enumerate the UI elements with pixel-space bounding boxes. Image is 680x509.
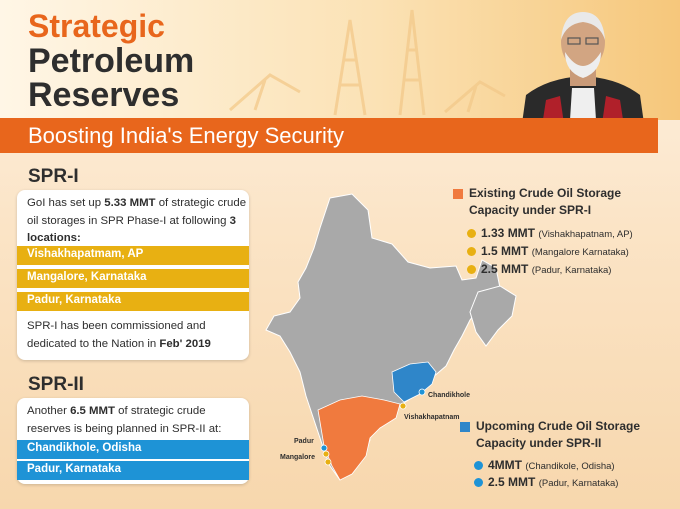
legend-upcoming-amount-1: 4MMT: [488, 458, 522, 472]
spr1-location-vishakhapatnam: Vishakhapatmam, AP: [17, 246, 249, 265]
legend-upcoming-swatch: [460, 422, 470, 432]
marker-padur-upcoming: [320, 444, 328, 452]
legend-existing-heading-line2: Capacity under SPR-I: [469, 203, 592, 218]
legend-existing-heading: Existing Crude Oil Storage Capacity unde…: [469, 185, 621, 220]
legend-existing-amount-2: 1.5 MMT: [481, 244, 529, 258]
spr2-location-padur: Padur, Karnataka: [17, 461, 249, 480]
spr1-count: 3 locations:: [27, 214, 236, 245]
map-northeast-grey: [469, 285, 517, 347]
spr1-note-text: SPR-I has been commissioned and dedicate…: [27, 320, 206, 350]
spr1-location-padur: Padur, Karnataka: [17, 292, 249, 311]
spr1-intro-text-2: of strategic crude oil storages in SPR P…: [27, 197, 247, 227]
marker-vishakhapatnam: [399, 402, 407, 410]
legend-upcoming-place-2: (Padur, Karnataka): [538, 478, 619, 489]
map-label-mangalore: Mangalore: [280, 454, 316, 461]
yellow-dot-icon: [467, 229, 476, 238]
marker-padur-existing: [322, 450, 330, 458]
legend-existing-amount-1: 1.33 MMT: [481, 226, 536, 240]
map-label-vishakhapatnam: Vishakhapatnam: [404, 414, 460, 421]
spr2-location-chandikhole: Chandikhole, Odisha: [17, 440, 249, 459]
yellow-dot-icon: [467, 247, 476, 256]
legend-upcoming-heading: Upcoming Crude Oil Storage Capacity unde…: [476, 418, 640, 453]
map-label-padur: Padur: [294, 438, 314, 445]
spr1-amount: 5.33 MMT: [104, 197, 156, 209]
page-title-line2: Petroleum: [28, 42, 195, 80]
legend-upcoming-heading-line1: Upcoming Crude Oil Storage: [476, 419, 641, 433]
blue-dot-icon: [474, 478, 483, 487]
legend-existing-heading-line1: Existing Crude Oil Storage: [469, 186, 622, 200]
page-title-line1: Strategic: [28, 8, 165, 44]
map-southern-states-orange: [317, 395, 401, 481]
legend-existing-item-2: 1.5 MMT (Mangalore Karnataka): [467, 244, 629, 258]
map-label-chandikhole: Chandikhole: [428, 392, 471, 399]
spr1-location-mangalore: Mangalore, Karnataka: [17, 269, 249, 288]
legend-upcoming-item-2: 2.5 MMT (Padur, Karnataka): [474, 475, 618, 489]
marker-chandikhole: [418, 388, 426, 396]
legend-existing-item-3: 2.5 MMT (Padur, Karnataka): [467, 262, 611, 276]
legend-existing-place-3: (Padur, Karnataka): [531, 265, 612, 276]
spr1-intro: GoI has set up 5.33 MMT of strategic cru…: [27, 195, 249, 248]
oil-rig-background-icon: [229, 9, 506, 116]
legend-existing-place-1: (Vishakhapatnam, AP): [538, 229, 633, 240]
marker-mangalore: [324, 458, 332, 466]
legend-existing-place-2: (Mangalore Karnataka): [531, 247, 629, 258]
legend-upcoming-place-1: (Chandikole, Odisha): [525, 461, 615, 472]
spr2-heading: SPR-II: [28, 374, 84, 395]
spr1-intro-text: GoI has set up: [27, 197, 105, 209]
subtitle-banner: Boosting India's Energy Security: [0, 118, 658, 153]
spr2-intro: Another 6.5 MMT of strategic crude reser…: [27, 403, 249, 438]
spr2-amount: 6.5 MMT: [70, 405, 115, 417]
legend-existing-amount-3: 2.5 MMT: [481, 262, 529, 276]
yellow-dot-icon: [467, 265, 476, 274]
legend-upcoming-item-1: 4MMT (Chandikole, Odisha): [474, 458, 615, 472]
legend-existing-item-1: 1.33 MMT (Vishakhapatnam, AP): [467, 226, 633, 240]
legend-upcoming-amount-2: 2.5 MMT: [488, 475, 536, 489]
spr1-note: SPR-I has been commissioned and dedicate…: [27, 318, 249, 353]
map-odisha-blue: [391, 361, 437, 403]
legend-upcoming-heading-line2: Capacity under SPR-II: [476, 436, 602, 451]
spr2-intro-text-2: of strategic crude reserves is being pla…: [27, 405, 222, 435]
spr2-intro-text: Another: [27, 405, 71, 417]
page-title-line3: Reserves: [28, 76, 180, 114]
legend-existing-swatch: [453, 189, 463, 199]
spr1-heading: SPR-I: [28, 166, 79, 187]
spr1-note-date: Feb' 2019: [159, 337, 211, 350]
blue-dot-icon: [474, 461, 483, 470]
